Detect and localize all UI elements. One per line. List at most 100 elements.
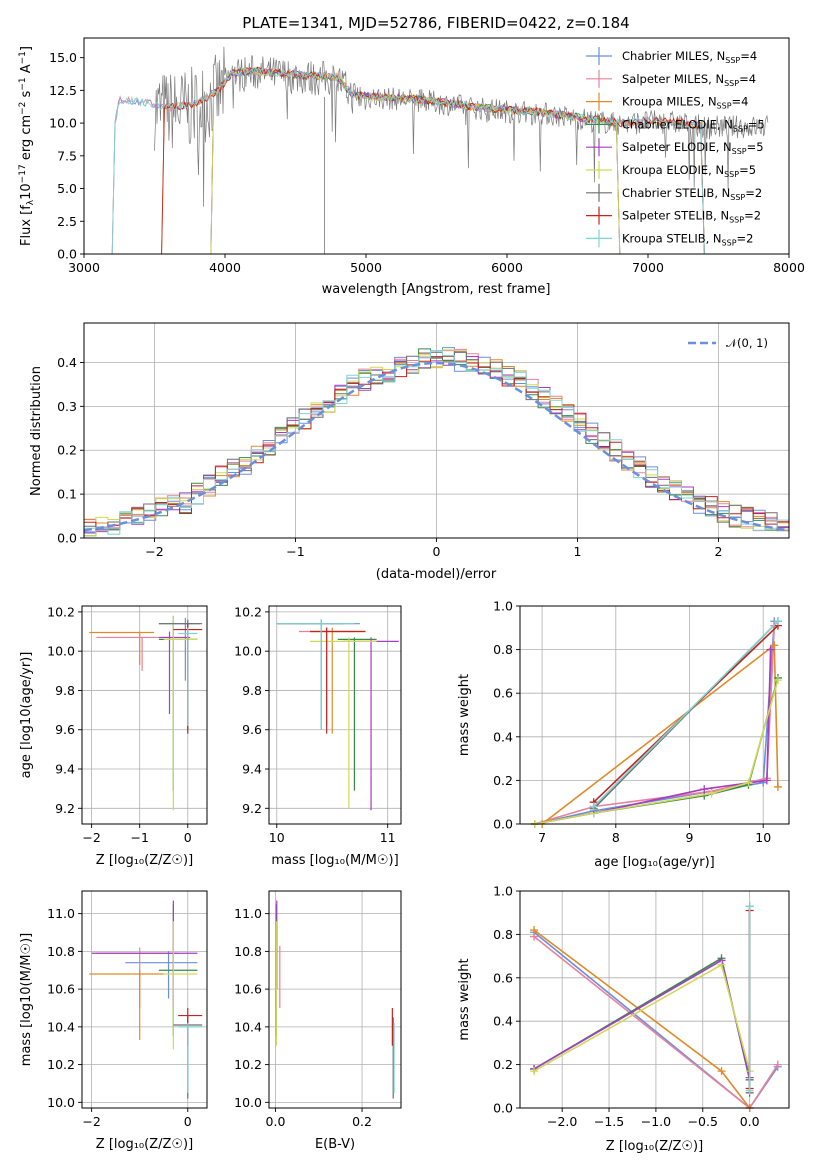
y-tick-label: 10.0 — [234, 1095, 262, 1110]
x-axis-label: Z [log₁₀(Z/Z☉)] — [96, 1137, 193, 1152]
legend-entry: Salpeter ELODIE, NSSP=5 — [622, 140, 764, 156]
x-axis-label: Z [log₁₀(Z/Z☉)] — [606, 1139, 703, 1154]
y-tick-label: 10.2 — [47, 1057, 75, 1072]
y-tick-label: 9.6 — [242, 722, 262, 737]
y-tick-label: 0.0 — [493, 817, 513, 832]
weight-line-5 — [533, 963, 751, 1072]
x-tick-label: 0.2 — [352, 1114, 372, 1129]
y-tick-label: 10.4 — [234, 1019, 262, 1034]
x-axis-label: mass [log₁₀(M/M☉)] — [271, 853, 398, 868]
weight-point — [717, 960, 726, 969]
y-tick-label: 10.2 — [47, 604, 75, 619]
x-tick-label: 7000 — [632, 260, 664, 275]
x-tick-label: −2.0 — [547, 1114, 577, 1129]
weight-point — [530, 926, 539, 935]
legend-entry: Kroupa STELIB, NSSP=2 — [622, 231, 753, 247]
y-tick-label: 0.2 — [493, 773, 513, 788]
y-tick-label: 1.0 — [493, 599, 513, 614]
y-tick-label: 0.6 — [493, 686, 513, 701]
age-vs-mass-chart: 10 11 9.2 9.4 9.6 9.8 10.0 10.2 mass [log₁₀(M/M☉… — [234, 604, 402, 868]
spectrum-lines — [111, 46, 769, 254]
x-tick-label: 10 — [755, 830, 771, 845]
x-tick-label: 3000 — [68, 260, 100, 275]
legend-entry: Kroupa MILES, NSSP=4 — [622, 95, 748, 111]
x-tick-label: 6000 — [491, 260, 523, 275]
histogram-steps — [84, 347, 789, 537]
legend-entry: Kroupa ELODIE, NSSP=5 — [622, 163, 756, 179]
x-tick-label: −1.0 — [641, 1114, 671, 1129]
weight-point — [766, 645, 775, 654]
x-tick-label: 0 — [184, 1114, 192, 1129]
y-tick-label: 0.0 — [57, 531, 77, 546]
errorbars — [89, 900, 203, 1099]
y-tick-label: 0.2 — [493, 1057, 513, 1072]
x-tick-label: 0.0 — [740, 1114, 760, 1129]
y-tick-label: 9.8 — [55, 683, 75, 698]
age-vs-Z-chart: −2 −1 0 9.2 9.4 9.6 9.8 10.0 10.2 Z [log₁₀(Z/Z☉)]… — [19, 604, 208, 868]
weight-point — [717, 1067, 726, 1076]
x-tick-label: −1 — [286, 544, 304, 559]
figure-title: PLATE=1341, MJD=52786, FIBERID=0422, z=0… — [242, 14, 629, 32]
spectrum-chart: 3000 4000 5000 6000 7000 8000 0.0 2.5 5.0 7.5 10.0… — [18, 37, 805, 297]
gridlines — [520, 605, 789, 825]
y-tick-label: 0.4 — [57, 355, 77, 370]
legend-entry: Salpeter MILES, NSSP=4 — [622, 72, 756, 88]
x-axis-label: Z [log₁₀(Z/Z☉)] — [96, 853, 193, 868]
y-tick-label: 0.3 — [57, 399, 77, 414]
weight-point — [773, 1060, 782, 1069]
y-tick-label: 1.0 — [493, 884, 513, 899]
y-tick-label: 9.2 — [55, 801, 75, 816]
y-tick-label: 10.6 — [47, 982, 75, 997]
y-tick-label: 9.4 — [242, 762, 262, 777]
x-tick-label: 7 — [538, 830, 546, 845]
y-tick-label: 0.0 — [57, 247, 77, 262]
weight-point — [530, 1067, 539, 1076]
y-axis-label: Flux [fλ10−17 erg cm−2 s−1 A−1] — [18, 46, 36, 246]
axes-frame — [268, 605, 402, 825]
normal-reference-curve — [84, 361, 789, 532]
weight-lines — [530, 617, 782, 828]
x-tick-label: 5000 — [350, 260, 382, 275]
y-tick-label: 0.1 — [57, 487, 77, 502]
weight-line-2 — [541, 643, 779, 825]
y-tick-label: 0.8 — [493, 927, 513, 942]
y-axis-label: mass [log10(M/M☉)] — [19, 933, 34, 1066]
weight-point — [773, 782, 782, 791]
errorbars — [276, 619, 399, 811]
weight-point — [744, 778, 753, 787]
y-tick-label: 10.0 — [47, 644, 75, 659]
weight-point — [700, 785, 709, 794]
histogram-series-8 — [84, 350, 789, 535]
axes-frame — [83, 37, 790, 255]
y-tick-label: 10.6 — [234, 982, 262, 997]
x-axis-label: wavelength [Angstrom, rest frame] — [322, 282, 551, 297]
mass-vs-Z-chart: −2 0 10.0 10.2 10.4 10.6 10.8 11.0 Z [log₁₀(Z/Z☉… — [19, 890, 208, 1152]
y-tick-label: 5.0 — [57, 181, 77, 196]
y-tick-label: 0.4 — [493, 729, 513, 744]
y-tick-label: 10.0 — [234, 644, 262, 659]
gridlines — [82, 606, 207, 824]
y-tick-label: 0.4 — [493, 1014, 513, 1029]
x-tick-label: −2 — [82, 1114, 100, 1129]
x-axis-label: (data-model)/error — [376, 567, 497, 582]
x-tick-label: 0 — [433, 544, 441, 559]
y-tick-label: 0.0 — [493, 1101, 513, 1116]
model-spectrum-5 — [210, 68, 621, 254]
y-axis-label: Normed distribution — [29, 366, 44, 496]
axes-frame — [83, 322, 790, 539]
y-axis-label: mass weight — [457, 958, 472, 1040]
mass-weight-vs-Z-chart: −2.0 −1.5 −1.0 −0.5 0.0 0.0 0.2 0.4 0.6 0.8 1.0 Z [… — [457, 884, 790, 1154]
y-tick-label: 9.6 — [55, 722, 75, 737]
errorbars — [89, 615, 203, 811]
weight-line-0 — [534, 621, 776, 825]
legend-entry: Chabrier MILES, NSSP=4 — [622, 49, 757, 65]
y-tick-label: 0.6 — [493, 970, 513, 985]
weight-point — [589, 802, 598, 811]
weight-line-1 — [534, 625, 776, 825]
axes-frame — [268, 890, 402, 1109]
y-tick-label: 10.2 — [234, 604, 262, 619]
weight-point — [745, 1086, 754, 1095]
model-spectrum-8 — [111, 66, 705, 254]
axes-frame — [519, 890, 790, 1109]
